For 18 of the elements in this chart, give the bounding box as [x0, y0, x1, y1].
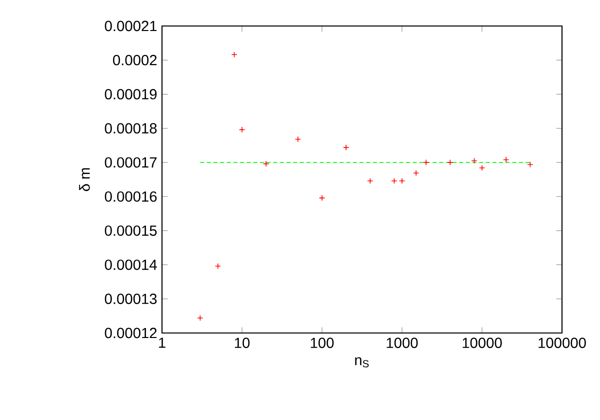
x-tick-label: 1 [159, 338, 166, 348]
y-tick-label: 0.00012 [104, 328, 157, 338]
y-tick-label: 0.00021 [104, 20, 157, 32]
y-tick-label: 0.00016 [104, 191, 157, 202]
y-tick-label: 0.00019 [104, 89, 157, 100]
y-tick-label: 0.00017 [104, 157, 157, 168]
y-axis-title: δ m [79, 168, 90, 192]
y-tick-label: 0.00018 [104, 123, 157, 134]
y-tick-label: 0.00015 [104, 225, 157, 236]
x-tick-label: 10 [234, 338, 250, 348]
x-tick-label: 10000 [462, 338, 502, 348]
x-axis-title: n$_{S}$ [355, 357, 369, 368]
y-tick-label: 0.00013 [104, 294, 157, 304]
y-tick-label: 0.00014 [104, 260, 157, 270]
x-tick-label: 100 [310, 338, 334, 348]
y-tick-label: 0.0002 [113, 54, 157, 66]
x-tick-label: 100000 [538, 338, 586, 348]
x-tick-label: 1000 [386, 338, 418, 348]
